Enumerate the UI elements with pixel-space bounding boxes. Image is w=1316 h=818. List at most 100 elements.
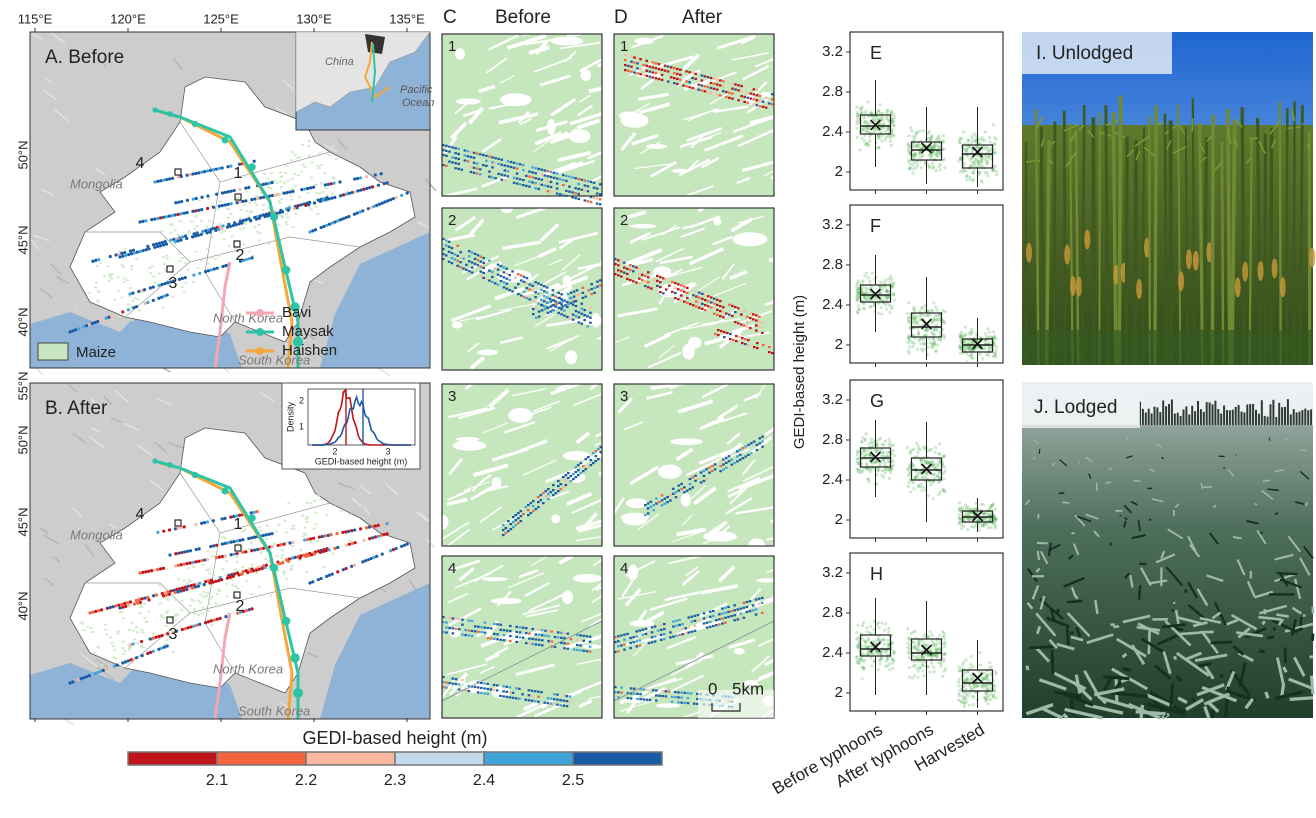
gedi-footprint — [537, 496, 540, 498]
maize-area — [291, 151, 294, 153]
gedi-footprint — [740, 608, 743, 610]
typhoon-point — [290, 653, 299, 662]
non-crop — [501, 204, 513, 213]
gedi-footprint — [715, 619, 718, 621]
gedi-footprint — [374, 524, 377, 527]
maize-area — [325, 187, 328, 189]
jitter-point — [926, 314, 929, 317]
gedi-footprint — [749, 600, 752, 602]
gedi-footprint — [191, 210, 194, 213]
jitter-point — [857, 644, 860, 647]
gedi-footprint — [680, 284, 683, 286]
gedi-footprint — [595, 455, 598, 457]
gedi-footprint — [728, 92, 731, 94]
gedi-footprint — [645, 633, 648, 635]
gedi-footprint — [566, 695, 569, 697]
maize-area — [130, 306, 133, 308]
gedi-footprint — [507, 165, 510, 167]
gedi-footprint — [695, 305, 698, 307]
gedi-footprint — [740, 618, 743, 620]
gedi-footprint — [473, 172, 476, 174]
gedi-footprint — [94, 610, 97, 613]
gedi-footprint — [468, 629, 471, 631]
maize-area — [142, 646, 145, 648]
gedi-footprint — [582, 287, 585, 289]
gedi-footprint — [174, 240, 177, 243]
gedi-footprint — [200, 233, 203, 236]
jitter-point — [923, 447, 926, 450]
gedi-footprint — [709, 626, 712, 628]
gedi-footprint — [623, 649, 626, 651]
gedi-footprint — [230, 541, 233, 544]
gedi-footprint — [227, 541, 230, 544]
maize-area — [310, 177, 313, 179]
gedi-footprint — [342, 193, 345, 196]
gedi-footprint — [206, 558, 209, 561]
gedi-footprint — [713, 78, 716, 80]
gedi-footprint — [674, 696, 677, 698]
inset-axis-label: GEDI-based height (m) — [315, 456, 408, 466]
jitter-point — [980, 136, 983, 139]
jitter-point — [993, 152, 996, 155]
gedi-footprint — [545, 490, 548, 492]
maize-area — [123, 650, 126, 652]
jitter-point — [912, 464, 915, 467]
gedi-footprint — [467, 690, 470, 692]
lat-label: 50°N — [15, 140, 30, 169]
gedi-footprint — [96, 671, 99, 674]
gedi-footprint — [497, 173, 500, 175]
gedi-footprint — [361, 209, 364, 212]
gedi-footprint — [648, 76, 651, 78]
gedi-footprint — [686, 287, 689, 289]
gedi-footprint — [541, 309, 544, 311]
gedi-footprint — [550, 171, 553, 173]
gedi-footprint — [742, 457, 745, 459]
maize-area — [254, 202, 257, 204]
gedi-footprint — [761, 597, 764, 599]
maize-area — [256, 572, 259, 574]
gedi-footprint — [705, 468, 708, 470]
gedi-footprint — [519, 163, 522, 165]
jitter-point — [958, 501, 961, 504]
gedi-footprint — [638, 278, 641, 280]
gedi-footprint — [704, 299, 707, 301]
gedi-footprint — [697, 478, 700, 480]
gedi-footprint — [680, 483, 683, 485]
gedi-footprint — [517, 517, 520, 519]
gedi-footprint — [248, 257, 251, 260]
jitter-point — [986, 146, 989, 149]
gedi-footprint — [145, 248, 148, 251]
maize-area — [117, 290, 120, 292]
maize-area — [276, 555, 279, 557]
gedi-footprint — [509, 640, 512, 642]
gedi-footprint — [701, 84, 704, 86]
gedi-footprint — [462, 257, 465, 259]
maize-area — [310, 162, 313, 164]
gedi-footprint — [462, 267, 465, 269]
maize-area — [78, 644, 81, 646]
y-tick-label: 2.4 — [822, 123, 843, 140]
jitter-point — [931, 150, 934, 153]
maize-area — [340, 510, 343, 512]
jitter-point — [909, 166, 912, 169]
gedi-footprint — [667, 80, 670, 82]
gedi-footprint — [250, 536, 253, 539]
gedi-footprint — [661, 74, 664, 76]
gedi-footprint — [704, 294, 707, 296]
gedi-footprint — [524, 699, 527, 701]
jitter-point — [908, 320, 911, 323]
gedi-footprint — [540, 299, 543, 301]
gedi-footprint — [448, 617, 451, 619]
jitter-point — [936, 474, 939, 477]
jitter-point — [938, 443, 941, 446]
gedi-footprint — [345, 216, 348, 219]
gedi-footprint — [483, 632, 486, 634]
jitter-point — [860, 110, 863, 113]
gedi-footprint — [483, 622, 486, 624]
gedi-footprint — [552, 494, 555, 496]
gedi-footprint — [106, 607, 109, 610]
maize-area — [166, 258, 169, 260]
maize-area — [315, 512, 318, 514]
site-label: 4 — [136, 155, 145, 172]
maize-area — [186, 583, 189, 585]
